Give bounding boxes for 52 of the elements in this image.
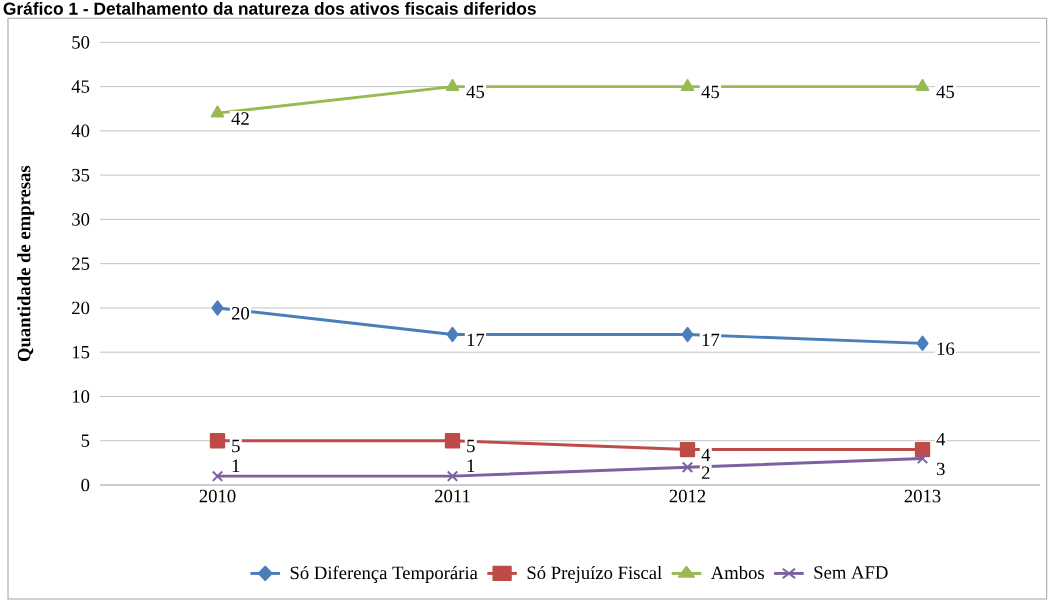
y-tick-label: 35 xyxy=(72,168,90,182)
data-label: 1 xyxy=(467,459,475,472)
data-label: 2 xyxy=(701,466,710,479)
x-tick-label: 2011 xyxy=(435,489,470,503)
point xyxy=(444,433,461,449)
y-tick-label: 30 xyxy=(72,213,90,226)
data-label: 1 xyxy=(232,459,240,472)
legend-label: Sem AFD xyxy=(814,566,888,579)
data-label: 5 xyxy=(232,439,240,453)
x-tick-label: 2013 xyxy=(904,489,941,503)
y-tick-label: 10 xyxy=(72,390,90,403)
data-label: 17 xyxy=(467,333,485,346)
x-tick-label: 2010 xyxy=(199,489,236,503)
point xyxy=(681,326,694,343)
data-label: 45 xyxy=(936,85,955,99)
x-tick-label: 2012 xyxy=(669,489,706,503)
data-label: 4 xyxy=(936,433,946,446)
point xyxy=(916,452,929,465)
data-label: 16 xyxy=(937,342,955,355)
y-tick-label: 50 xyxy=(72,36,90,49)
data-label: 4 xyxy=(701,448,711,462)
point xyxy=(211,470,224,482)
data-label: 5 xyxy=(467,439,475,453)
y-tick-label: 25 xyxy=(72,257,90,270)
y-tick-label: 20 xyxy=(72,301,90,315)
data-label: 17 xyxy=(702,333,720,346)
data-label: 3 xyxy=(937,462,945,476)
point xyxy=(209,433,226,449)
data-label: 45 xyxy=(701,85,720,99)
point xyxy=(680,78,695,91)
legend-label: Só Diferença Temporária xyxy=(290,565,478,583)
data-label: 42 xyxy=(231,112,249,125)
legend-label: Ambos xyxy=(710,565,764,580)
point xyxy=(210,105,225,118)
chart-title: Gráfico 1 - Detalhamento da natureza dos ativos fiscais diferidos xyxy=(3,1,536,15)
point xyxy=(445,78,460,91)
point xyxy=(679,441,696,458)
data-label: 45 xyxy=(466,85,485,99)
y-tick-label: 40 xyxy=(71,124,90,138)
point xyxy=(446,470,459,482)
point xyxy=(915,78,930,91)
point xyxy=(211,300,224,316)
y-tick-label: 0 xyxy=(81,478,90,492)
y-tick-label: 45 xyxy=(71,80,90,93)
point xyxy=(446,326,459,343)
y-axis-title: Quantidade de empresas xyxy=(17,165,35,362)
legend-label: Só Prejuízo Fiscal xyxy=(527,565,662,583)
data-label: 20 xyxy=(231,306,250,320)
y-tick-label: 5 xyxy=(81,434,90,447)
y-tick-label: 15 xyxy=(72,345,90,359)
point xyxy=(681,461,694,474)
point xyxy=(916,335,929,352)
